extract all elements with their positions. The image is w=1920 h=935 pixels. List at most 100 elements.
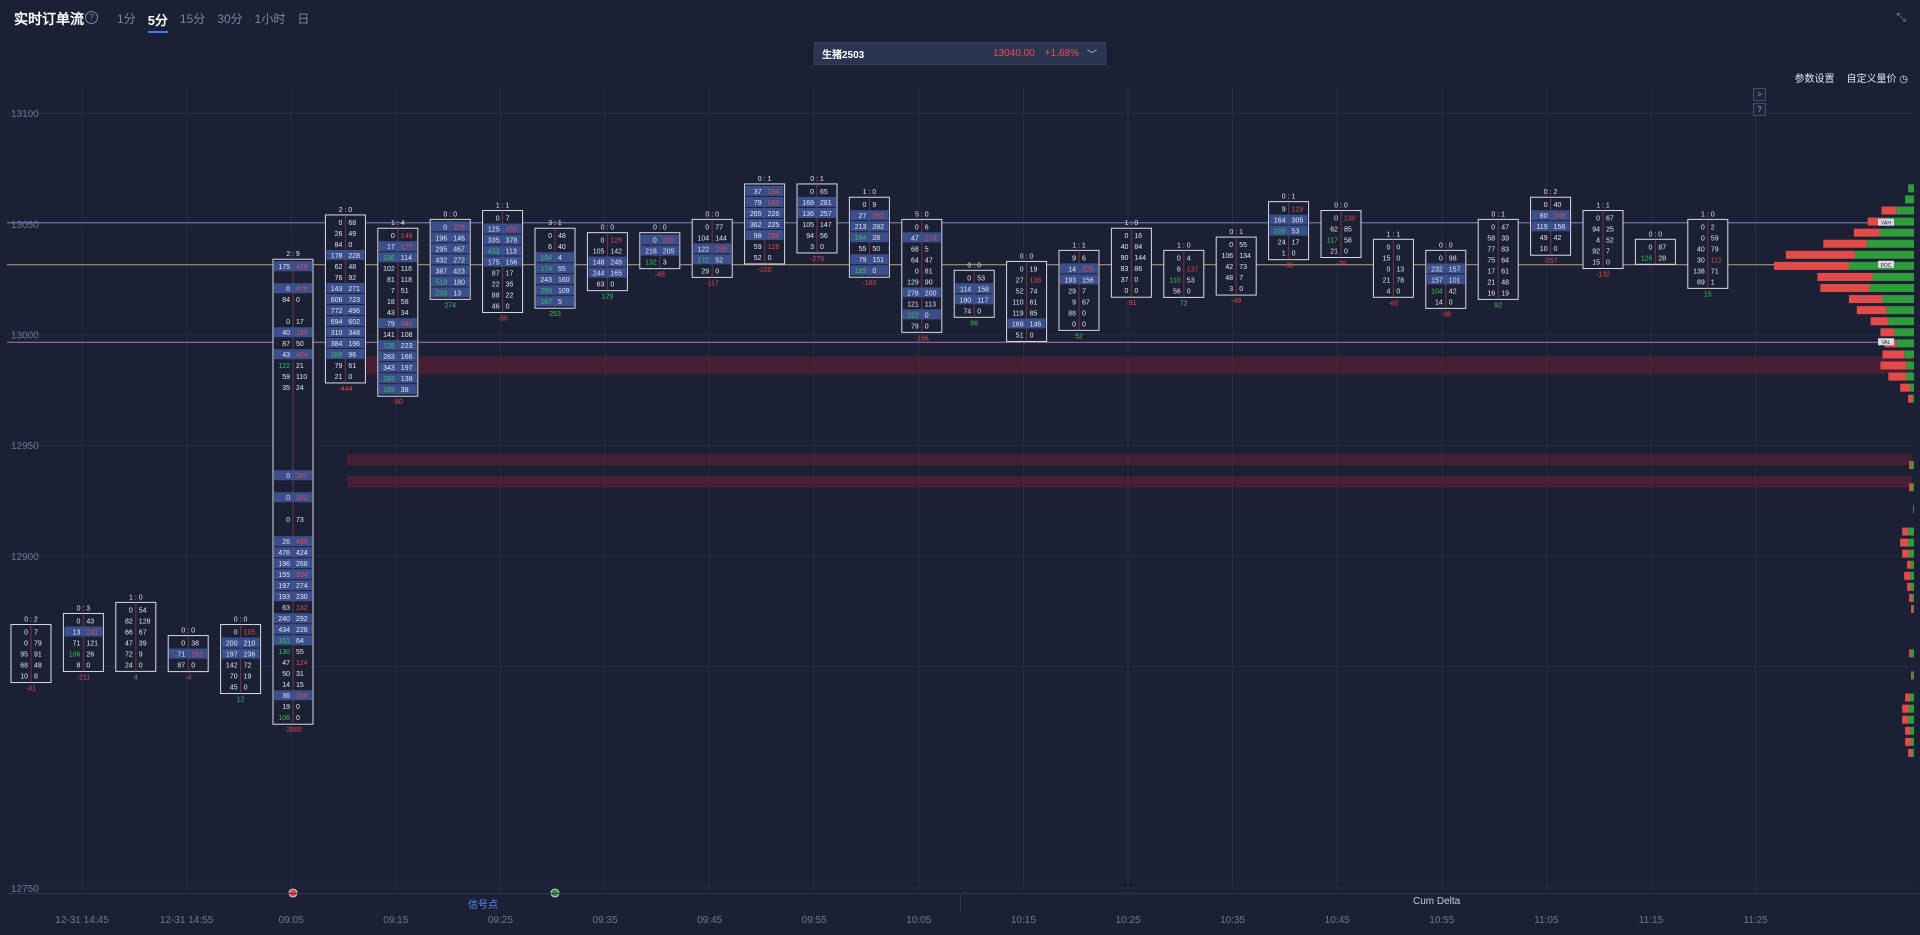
ask-volume: 0 [1344,249,1348,256]
bid-volume: 14 [1068,266,1076,273]
ask-volume: 210 [244,641,256,648]
bid-volume: 35 [282,385,290,392]
bid-volume: 606 [331,297,343,304]
ask-volume: 61 [348,363,356,370]
ask-volume: 92 [348,275,356,282]
bid-volume: 4 [1386,288,1390,295]
ask-volume: 7 [506,216,510,223]
candle-ratio: 1 : 1 [1596,203,1610,210]
tab-5min[interactable]: 5分 [147,10,168,33]
help-small-icon[interactable]: ? [1753,103,1766,116]
bid-volume: 16 [1487,290,1495,297]
ask-volume: 49 [348,231,356,238]
bid-volume: 189 [855,268,867,275]
bid-volume: 0 [1124,288,1128,295]
tab-day[interactable]: 日 [297,12,310,26]
bid-volume: 62 [335,264,343,271]
bid-volume: 200 [226,641,238,648]
candle-ratio: 0 : 2 [1544,189,1558,196]
bid-volume: 174 [540,266,552,273]
ask-volume: 77 [715,224,723,231]
ask-volume: 249 [1554,213,1566,220]
tab-cum-delta[interactable]: Cum Delta [1413,896,1461,907]
bid-volume: 77 [1487,246,1495,253]
ask-volume: 117 [977,297,988,304]
bid-volume: 232 [1431,266,1443,273]
ask-volume: 56 [820,233,828,240]
ask-volume: 5 [558,299,562,306]
bid-volume: 21 [1330,249,1338,256]
bid-volume: 0 [24,630,28,637]
ask-volume: 445 [401,321,413,328]
ask-volume: 64 [296,638,304,645]
bid-volume: 0 [1701,224,1705,231]
clock-icon: ◷ [1899,74,1908,85]
bid-volume: 384 [331,341,343,348]
ask-volume: 128 [139,618,151,625]
tab-30min[interactable]: 30分 [217,12,243,26]
profile-buy-bar [1908,527,1914,536]
x-tick-label: 10:15 [1011,915,1036,926]
profile-buy-bar [1882,295,1914,304]
profile-sell-bar [1908,394,1913,403]
footprint-highlight [326,249,365,260]
ask-volume: 134 [1239,253,1251,260]
bid-volume: 48 [1225,275,1233,282]
ask-volume: 58 [401,299,409,306]
symbol-selector[interactable]: 生猪2503 13040.00 +1.68% ﹀ [814,42,1106,65]
ask-volume: 101 [1449,277,1461,284]
symbol-change: +1.68% [1044,48,1079,59]
bid-volume: 119 [1536,224,1547,231]
ask-volume: 52 [1606,238,1614,245]
candle-ratio: 1 : 0 [1177,242,1191,249]
param-settings-link[interactable]: 参数设置 [1794,74,1835,85]
tab-signal-points[interactable]: 信号点 [468,900,498,911]
profile-buy-bar [1912,593,1914,602]
settings-links: 参数设置 自定义量价 ◷ [1794,70,1908,85]
bid-volume: 0 [705,224,709,231]
footprint-highlight [1269,214,1308,225]
tab-1min[interactable]: 1分 [117,12,136,26]
bid-volume: 233 [436,290,448,297]
ask-volume: 0 [925,312,929,319]
ask-volume: 50 [872,246,880,253]
bid-volume: 295 [436,246,448,253]
bid-volume: 3 [1229,286,1233,293]
custom-volume-price-link[interactable]: 自定义量价 ◷ [1846,74,1908,85]
ask-volume: 53 [1187,277,1195,284]
ask-volume: 165 [610,271,622,278]
bid-volume: 68 [911,246,919,253]
ask-volume: 248 [610,260,622,267]
profile-sell-bar [1911,605,1914,614]
x-tick-label: 09:15 [383,915,408,926]
help-icon[interactable]: ? [85,11,98,24]
bid-volume: 94 [1592,227,1600,234]
ask-volume: 64 [1501,257,1509,264]
candle-ratio: 2 : 0 [339,207,353,214]
profile-buy-bar [1910,383,1914,392]
ask-volume: 156 [1554,224,1566,231]
tab-15min[interactable]: 15分 [179,12,206,26]
tab-1hour[interactable]: 1小时 [254,12,286,26]
bid-volume: 728 [383,343,395,350]
candle-delta: -41 [26,686,36,693]
profile-sell-bar [1867,217,1888,226]
ask-volume: 19 [244,674,252,681]
footprint-highlight [902,309,941,320]
candle-ratio: 1 : 4 [391,220,405,227]
ask-volume: 236 [244,652,256,659]
expand-icon[interactable]: > [1753,88,1766,101]
bid-volume: 26 [335,231,343,238]
ask-volume: 67 [1606,216,1614,223]
ask-volume: 31 [296,671,304,678]
ask-volume: 9 [139,651,143,658]
bid-volume: 283 [383,376,395,383]
top-bar: 实时订单流 ? 1分 5分 15分 30分 1小时 日 ⤡ [0,0,1920,34]
bid-volume: 17 [387,244,395,251]
ask-volume: 424 [296,550,308,557]
ask-volume: 51 [401,288,409,295]
ask-volume: 177 [401,244,413,251]
bid-volume: 289 [331,352,343,359]
collapse-icon[interactable]: ⤡ [1896,10,1906,24]
